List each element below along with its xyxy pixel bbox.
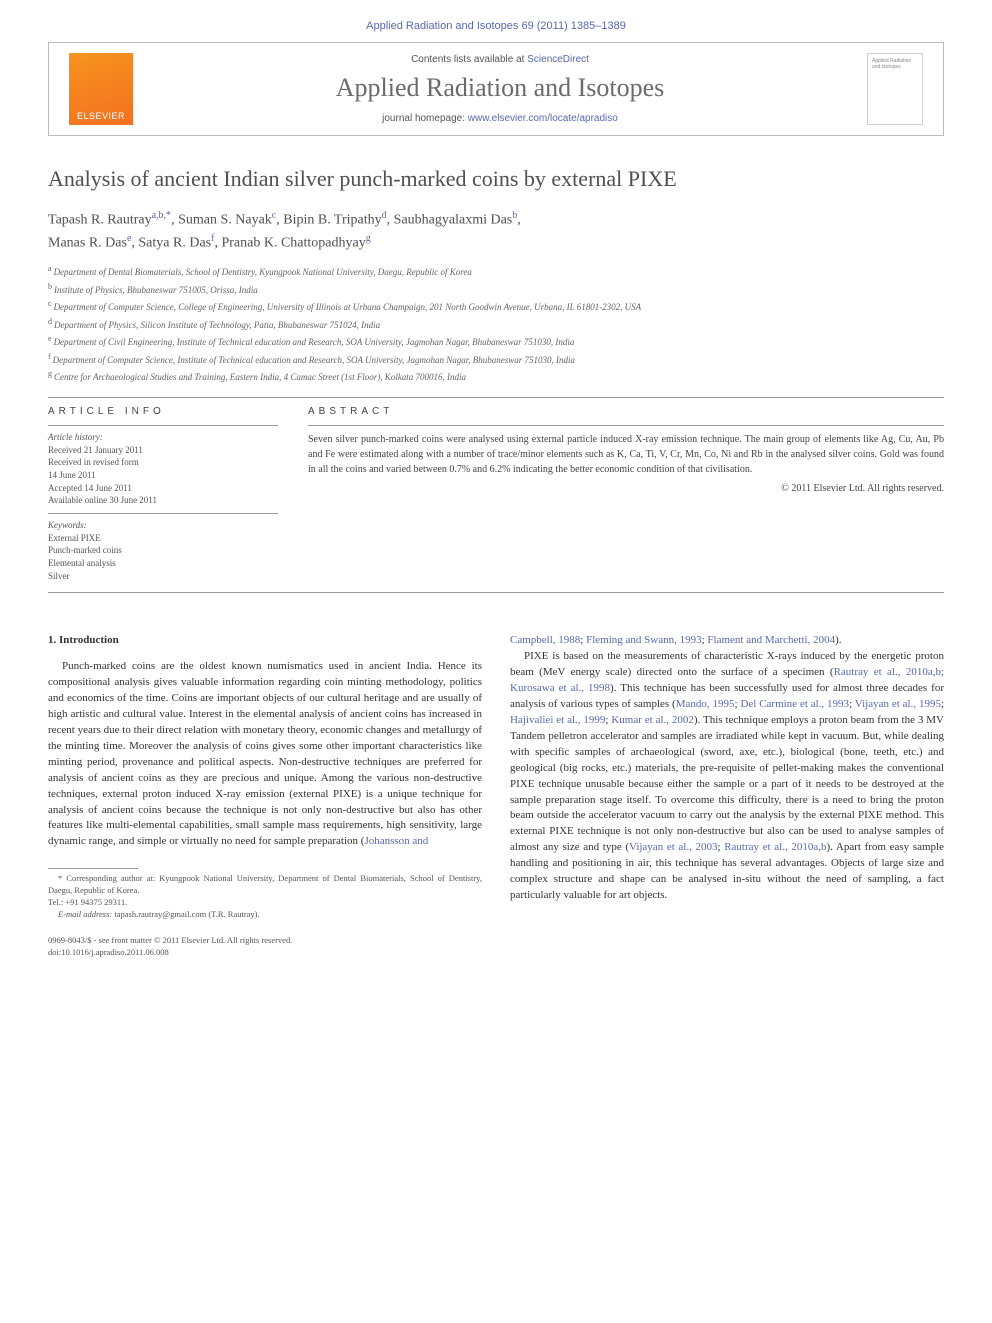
article-info: ARTICLE INFO Article history: Received 2…: [48, 406, 278, 582]
corresponding-email: E-mail address: tapash.rautray@gmail.com…: [48, 909, 482, 921]
intro-paragraph-1: Punch-marked coins are the oldest known …: [48, 659, 482, 850]
ref-rautray-2010[interactable]: Rautray et al., 2010a,b: [724, 841, 826, 853]
abstract-heading: ABSTRACT: [308, 406, 944, 417]
history-revised: Received in revised form: [48, 456, 278, 469]
contents-line: Contents lists available at ScienceDirec…: [133, 54, 867, 65]
intro-paragraph-2: PIXE is based on the measurements of cha…: [510, 649, 944, 904]
history-label: Article history:: [48, 432, 278, 442]
ref-delcarmine[interactable]: Del Carmine et al., 1993: [740, 698, 849, 710]
header-center: Contents lists available at ScienceDirec…: [133, 54, 867, 124]
history-accepted: Accepted 14 June 2011: [48, 482, 278, 495]
keyword-4: Silver: [48, 570, 278, 583]
body-column-right: Campbell, 1988; Fleming and Swann, 1993;…: [510, 633, 944, 959]
author-6: , Satya R. Das: [131, 235, 211, 250]
author-7: , Pranab K. Chattopadhyay: [214, 235, 365, 250]
ref-johansson[interactable]: Johansson and: [364, 835, 428, 847]
divider: [48, 397, 944, 398]
ref-flament[interactable]: Flament and Marchetti, 2004: [707, 634, 835, 646]
info-divider: [48, 425, 278, 426]
ref-vijayan-1995[interactable]: Vijayan et al., 1995: [855, 698, 941, 710]
ref-mando[interactable]: Mando, 1995: [676, 698, 735, 710]
history-revised-date: 14 June 2011: [48, 469, 278, 482]
body-column-left: 1. Introduction Punch-marked coins are t…: [48, 633, 482, 959]
author-4: , Saubhagyalaxmi Das: [387, 213, 513, 228]
journal-cover-thumbnail: Applied Radiation and Isotopes: [867, 53, 923, 125]
affiliation-b: Institute of Physics, Bhubaneswar 751005…: [54, 285, 258, 295]
abstract-copyright: © 2011 Elsevier Ltd. All rights reserved…: [308, 483, 944, 494]
author-2: , Suman S. Nayak: [171, 213, 272, 228]
section-heading: 1. Introduction: [48, 633, 482, 649]
footer-issn: 0969-8043/$ - see front matter © 2011 El…: [48, 935, 482, 947]
footnote-divider: [48, 868, 138, 869]
author-4-sup: b: [512, 210, 517, 221]
elsevier-logo: ELSEVIER: [69, 53, 133, 125]
divider-2: [48, 592, 944, 593]
history-received: Received 21 January 2011: [48, 444, 278, 457]
ref-hajivaliei[interactable]: Hajivaliei et al., 1999: [510, 714, 605, 726]
author-3: , Bipin B. Tripathy: [276, 213, 381, 228]
corresponding-author: * Corresponding author at: Kyungpook Nat…: [48, 873, 482, 897]
author-5: Manas R. Das: [48, 235, 127, 250]
email-address[interactable]: tapash.rautray@gmail.com (T.R. Rautray).: [114, 909, 259, 919]
author-1: Tapash R. Rautray: [48, 213, 152, 228]
affiliation-c: Department of Computer Science, College …: [54, 302, 642, 312]
homepage-line: journal homepage: www.elsevier.com/locat…: [133, 113, 867, 124]
abstract-text: Seven silver punch-marked coins were ana…: [308, 432, 944, 477]
keyword-3: Elemental analysis: [48, 557, 278, 570]
author-1-sup: a,b,*: [152, 210, 171, 221]
ref-fleming[interactable]: Fleming and Swann, 1993: [586, 634, 702, 646]
article-title: Analysis of ancient Indian silver punch-…: [48, 166, 944, 192]
affiliation-d: Department of Physics, Silicon Institute…: [54, 320, 380, 330]
homepage-prefix: journal homepage:: [382, 113, 468, 124]
keywords-label: Keywords:: [48, 520, 278, 530]
footer-doi: doi:10.1016/j.apradiso.2011.06.008: [48, 947, 482, 959]
journal-header-box: ELSEVIER Contents lists available at Sci…: [48, 42, 944, 136]
contents-prefix: Contents lists available at: [411, 54, 527, 65]
ref-kumar[interactable]: Kumar et al., 2002: [611, 714, 694, 726]
authors-block: Tapash R. Rautraya,b,*, Suman S. Nayakc,…: [48, 208, 944, 253]
ref-campbell[interactable]: Campbell, 1988: [510, 634, 580, 646]
abstract-column: ABSTRACT Seven silver punch-marked coins…: [308, 406, 944, 582]
elsevier-logo-text: ELSEVIER: [77, 111, 125, 121]
affiliation-a: Department of Dental Biomaterials, Schoo…: [54, 267, 472, 277]
ref-vijayan-2003[interactable]: Vijayan et al., 2003: [629, 841, 717, 853]
journal-title: Applied Radiation and Isotopes: [133, 73, 867, 103]
abstract-divider: [308, 425, 944, 426]
affiliation-f: Department of Computer Science, Institut…: [53, 355, 575, 365]
info-divider-2: [48, 513, 278, 514]
affiliations: aDepartment of Dental Biomaterials, Scho…: [48, 263, 944, 385]
body-columns: 1. Introduction Punch-marked coins are t…: [48, 633, 944, 959]
sciencedirect-link[interactable]: ScienceDirect: [527, 54, 589, 65]
history-online: Available online 30 June 2011: [48, 494, 278, 507]
email-label: E-mail address:: [58, 909, 114, 919]
author-7-sup: g: [366, 233, 371, 244]
info-abstract-row: ARTICLE INFO Article history: Received 2…: [48, 406, 944, 582]
homepage-link[interactable]: www.elsevier.com/locate/apradiso: [468, 113, 618, 124]
journal-citation: Applied Radiation and Isotopes 69 (2011)…: [48, 20, 944, 32]
keyword-2: Punch-marked coins: [48, 544, 278, 557]
affiliation-g: Centre for Archaeological Studies and Tr…: [54, 372, 466, 382]
keyword-1: External PIXE: [48, 532, 278, 545]
affiliation-e: Department of Civil Engineering, Institu…: [54, 337, 575, 347]
corresponding-tel: Tel.: +91 94375 29311.: [48, 897, 482, 909]
article-info-heading: ARTICLE INFO: [48, 406, 278, 417]
